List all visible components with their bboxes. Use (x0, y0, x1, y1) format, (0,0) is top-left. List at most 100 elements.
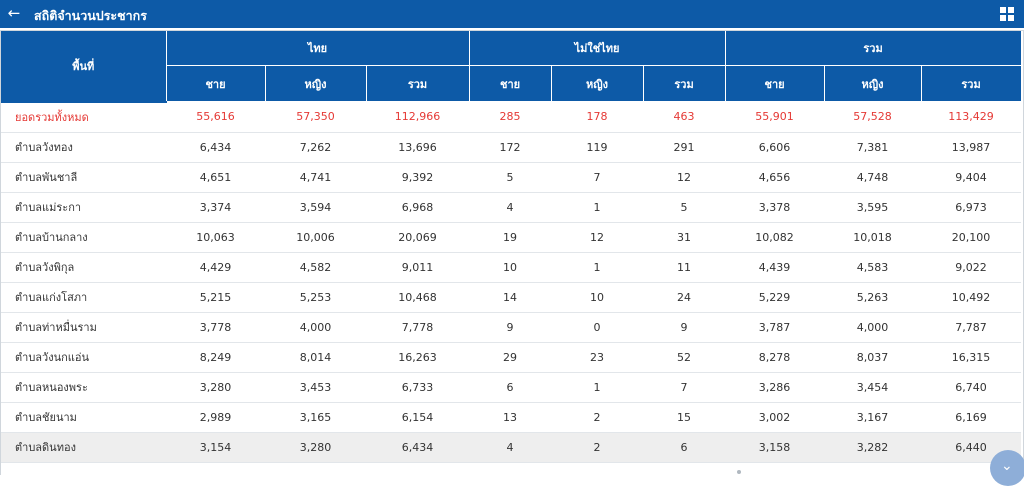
subheader-female: หญิง (265, 65, 367, 102)
value-cell: 8,037 (824, 342, 922, 373)
value-cell: 6,740 (921, 372, 1022, 403)
value-cell: 12 (643, 162, 726, 193)
value-cell: 4,429 (166, 252, 265, 283)
value-cell: 13 (469, 402, 552, 433)
value-cell: 4,439 (725, 252, 825, 283)
group-header-thai: ไทย (166, 31, 470, 66)
value-cell: 2 (551, 402, 644, 433)
grid-icon[interactable] (1000, 7, 1014, 21)
area-name-cell: ตำบลหนองพระ (1, 372, 166, 403)
value-cell: 6,968 (366, 192, 470, 223)
value-cell: 3,594 (265, 192, 366, 223)
value-cell: 113,429 (921, 101, 1022, 133)
value-cell: 172 (469, 132, 552, 163)
area-name-cell: ตำบลพันชาลี (1, 162, 166, 193)
value-cell: 3,167 (824, 402, 922, 433)
value-cell: 5 (643, 192, 726, 223)
value-cell: 7,262 (265, 132, 366, 163)
value-cell: 20,100 (921, 222, 1022, 253)
value-cell: 31 (643, 222, 726, 253)
value-cell: 7,787 (921, 312, 1022, 343)
table-row: ตำบลท่าหมื่นราม 3,778 4,000 7,778 9 0 9 3,787 4,… (1, 312, 1022, 343)
value-cell: 55,901 (725, 101, 825, 133)
area-name-cell: ตำบลวังทอง (1, 132, 166, 163)
value-cell: 3,286 (725, 372, 825, 403)
value-cell: 2 (551, 432, 644, 463)
table-body: ยอดรวมทั้งหมด 55,616 57,350 112,966 285 178 46… (1, 101, 1022, 463)
value-cell: 5,253 (265, 282, 366, 313)
value-cell: 10,492 (921, 282, 1022, 313)
value-cell: 119 (551, 132, 644, 163)
value-cell: 9,404 (921, 162, 1022, 193)
area-name-cell: ตำบลแม่ระกา (1, 192, 166, 223)
value-cell: 9,011 (366, 252, 470, 283)
value-cell: 3,595 (824, 192, 922, 223)
subheader-sum: รวม (366, 65, 470, 102)
value-cell: 6,434 (366, 432, 470, 463)
value-cell: 112,966 (366, 101, 470, 133)
value-cell: 7 (643, 372, 726, 403)
value-cell: 10 (551, 282, 644, 313)
chevron-down-icon: ⌄ (1001, 458, 1013, 474)
page-title: สถิติจำนวนประชากร (34, 8, 147, 23)
value-cell: 285 (469, 101, 552, 133)
value-cell: 5,229 (725, 282, 825, 313)
value-cell: 5,263 (824, 282, 922, 313)
scroll-down-button[interactable]: ⌄ (990, 450, 1024, 486)
subheader-sum: รวม (921, 65, 1022, 102)
value-cell: 8,278 (725, 342, 825, 373)
value-cell: 10,018 (824, 222, 922, 253)
value-cell: 6,434 (166, 132, 265, 163)
value-cell: 6,973 (921, 192, 1022, 223)
value-cell: 13,987 (921, 132, 1022, 163)
value-cell: 4,656 (725, 162, 825, 193)
area-name-cell: ตำบลชัยนาม (1, 402, 166, 433)
value-cell: 463 (643, 101, 726, 133)
value-cell: 6,606 (725, 132, 825, 163)
value-cell: 55,616 (166, 101, 265, 133)
value-cell: 3,154 (166, 432, 265, 463)
value-cell: 3,374 (166, 192, 265, 223)
value-cell: 6,733 (366, 372, 470, 403)
value-cell: 3,453 (265, 372, 366, 403)
value-cell: 12 (551, 222, 644, 253)
value-cell: 1 (551, 252, 644, 283)
subheader-female: หญิง (551, 65, 644, 102)
value-cell: 52 (643, 342, 726, 373)
value-cell: 6 (643, 432, 726, 463)
arrow-left-icon[interactable]: ← (7, 4, 21, 22)
value-cell: 6 (469, 372, 552, 403)
subheader-male: ชาย (725, 65, 825, 102)
value-cell: 10 (469, 252, 552, 283)
area-name-cell: ตำบลบ้านกลาง (1, 222, 166, 253)
group-header-total: รวม (725, 31, 1022, 66)
value-cell: 4,582 (265, 252, 366, 283)
value-cell: 10,468 (366, 282, 470, 313)
value-cell: 15 (643, 402, 726, 433)
value-cell: 10,063 (166, 222, 265, 253)
value-cell: 1 (551, 372, 644, 403)
area-name-cell: ตำบลวังนกแอ่น (1, 342, 166, 373)
table-header: พื้นที่ ไทย ไม่ใช่ไทย รวม ชาย หญิง รวม ช… (1, 31, 1022, 103)
value-cell: 9 (643, 312, 726, 343)
value-cell: 8,014 (265, 342, 366, 373)
table-row: ตำบลชัยนาม 2,989 3,165 6,154 13 2 15 3,002 3,167… (1, 402, 1022, 433)
value-cell: 4,583 (824, 252, 922, 283)
value-cell: 3,002 (725, 402, 825, 433)
table-row: ตำบลแก่งโสภา 5,215 5,253 10,468 14 10 24 5,229 5… (1, 282, 1022, 313)
subheader-female: หญิง (824, 65, 922, 102)
subheader-male: ชาย (166, 65, 266, 102)
value-cell: 3,282 (824, 432, 922, 463)
value-cell: 11 (643, 252, 726, 283)
app-header: ← สถิติจำนวนประชากร (0, 0, 1024, 28)
value-cell: 29 (469, 342, 552, 373)
area-name-cell: ยอดรวมทั้งหมด (1, 101, 166, 133)
value-cell: 7,778 (366, 312, 470, 343)
total-row: ยอดรวมทั้งหมด 55,616 57,350 112,966 285 178 46… (1, 101, 1022, 133)
value-cell: 4 (469, 192, 552, 223)
area-name-cell: ตำบลดินทอง (1, 432, 166, 463)
value-cell: 4,741 (265, 162, 366, 193)
value-cell: 3,165 (265, 402, 366, 433)
value-cell: 3,778 (166, 312, 265, 343)
value-cell: 9,392 (366, 162, 470, 193)
